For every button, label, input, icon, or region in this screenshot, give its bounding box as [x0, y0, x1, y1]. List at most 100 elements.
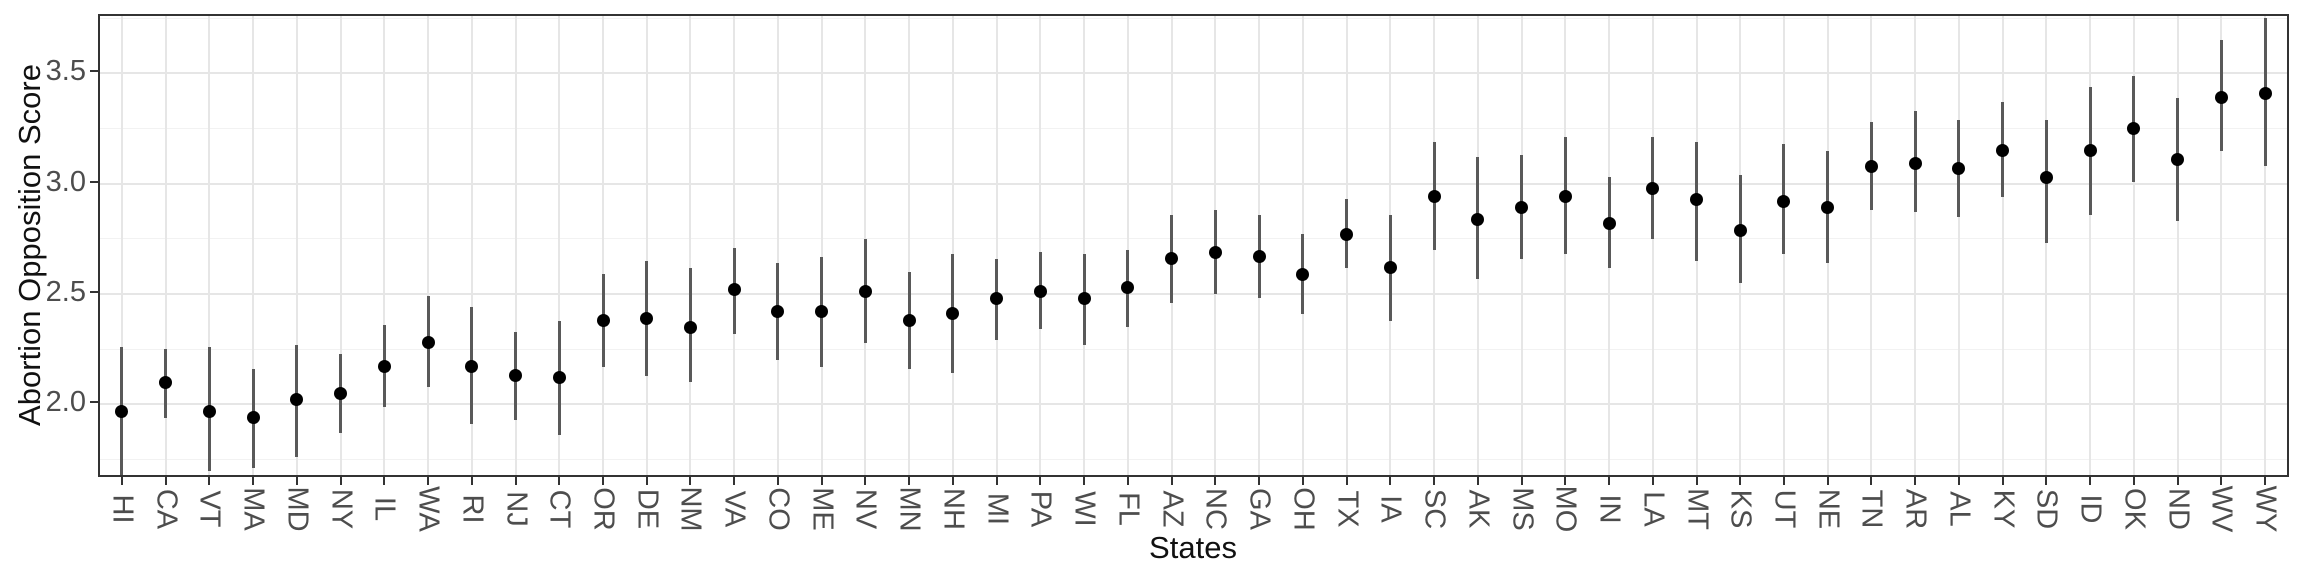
- x-tick-label-tx: TX: [1331, 490, 1364, 528]
- x-tick-mark: [645, 477, 648, 485]
- x-tick-mark: [427, 477, 430, 485]
- x-tick-mark: [1083, 477, 1086, 485]
- x-tick-label-id: ID: [2074, 494, 2107, 524]
- x-tick-mark: [1170, 477, 1173, 485]
- x-tick-label-nd: ND: [2162, 488, 2195, 530]
- x-tick-label-mn: MN: [893, 486, 926, 532]
- x-tick-label-nh: NH: [937, 488, 970, 530]
- x-tick-label-fl: FL: [1112, 492, 1145, 526]
- x-tick-mark: [252, 477, 255, 485]
- vertical-gridline: [2220, 16, 2223, 475]
- y-tick-label: 2.5: [45, 276, 86, 309]
- vertical-gridline: [427, 16, 430, 475]
- minor-gridline: [100, 459, 2287, 461]
- x-tick-mark: [2132, 477, 2135, 485]
- data-point-nv: [858, 285, 872, 299]
- minor-gridline: [100, 17, 2287, 19]
- x-tick-label-in: IN: [1593, 494, 1626, 524]
- data-point-pa: [1033, 285, 1047, 299]
- data-point-mi: [990, 291, 1004, 305]
- vertical-gridline: [1957, 16, 1960, 475]
- data-point-wi: [1077, 291, 1091, 305]
- vertical-gridline: [908, 16, 911, 475]
- data-point-va: [727, 283, 741, 297]
- data-point-ne: [1821, 201, 1835, 215]
- minor-gridline: [100, 128, 2287, 130]
- x-tick-label-wy: WY: [2249, 485, 2282, 533]
- major-gridline: [100, 72, 2287, 75]
- vertical-gridline: [2045, 16, 2048, 475]
- x-tick-mark: [164, 477, 167, 485]
- y-tick-label: 3.5: [45, 55, 86, 88]
- x-tick-mark: [1914, 477, 1917, 485]
- x-tick-mark: [951, 477, 954, 485]
- x-tick-mark: [689, 477, 692, 485]
- vertical-gridline: [120, 16, 123, 475]
- vertical-gridline: [820, 16, 823, 475]
- x-tick-mark: [1345, 477, 1348, 485]
- minor-gridline: [100, 238, 2287, 240]
- x-tick-label-co: CO: [762, 487, 795, 531]
- x-tick-label-ne: NE: [1812, 488, 1845, 530]
- x-tick-label-wi: WI: [1068, 491, 1101, 527]
- x-tick-mark: [295, 477, 298, 485]
- vertical-gridline: [339, 16, 342, 475]
- vertical-gridline: [2089, 16, 2092, 475]
- data-point-fl: [1121, 280, 1135, 294]
- x-tick-mark: [1258, 477, 1261, 485]
- data-point-sc: [1427, 190, 1441, 204]
- x-tick-mark: [2045, 477, 2048, 485]
- data-point-ca: [159, 375, 173, 389]
- x-tick-mark: [514, 477, 517, 485]
- vertical-gridline: [645, 16, 648, 475]
- data-point-mt: [1690, 192, 1703, 206]
- data-point-vt: [202, 404, 216, 418]
- data-point-wa: [421, 336, 435, 350]
- x-tick-mark: [1520, 477, 1523, 485]
- x-tick-mark: [1782, 477, 1785, 485]
- x-tick-label-hi: HI: [106, 494, 139, 524]
- y-tick-mark: [90, 291, 98, 294]
- x-tick-mark: [1039, 477, 1042, 485]
- x-tick-label-vt: VT: [193, 490, 226, 528]
- x-tick-label-pa: PA: [1024, 490, 1057, 528]
- x-tick-mark: [995, 477, 998, 485]
- x-tick-mark: [2220, 477, 2223, 485]
- data-point-il: [377, 360, 391, 374]
- vertical-gridline: [383, 16, 386, 475]
- data-point-al: [1952, 161, 1966, 175]
- x-tick-label-nj: NJ: [500, 491, 533, 527]
- x-tick-mark: [1476, 477, 1479, 485]
- y-tick-mark: [90, 180, 98, 183]
- x-tick-mark: [1739, 477, 1742, 485]
- y-tick-label: 3.0: [45, 165, 86, 198]
- vertical-gridline: [2176, 16, 2179, 475]
- x-tick-mark: [2176, 477, 2179, 485]
- x-tick-mark: [1301, 477, 1304, 485]
- x-tick-mark: [1126, 477, 1129, 485]
- x-tick-label-nm: NM: [674, 486, 707, 532]
- x-tick-mark: [602, 477, 604, 485]
- x-tick-label-ar: AR: [1899, 488, 1932, 530]
- x-tick-label-nc: NC: [1199, 488, 1232, 530]
- x-tick-mark: [208, 477, 211, 485]
- data-point-nj: [509, 369, 523, 383]
- data-point-nc: [1208, 245, 1222, 259]
- vertical-gridline: [208, 16, 211, 475]
- data-point-ct: [552, 371, 566, 385]
- x-tick-mark: [1651, 477, 1654, 485]
- x-tick-label-ak: AK: [1462, 489, 1495, 529]
- vertical-gridline: [295, 16, 298, 475]
- vertical-gridline: [1039, 16, 1042, 475]
- vertical-gridline: [2264, 16, 2267, 475]
- data-point-ar: [1908, 157, 1922, 171]
- vertical-gridline: [602, 16, 604, 475]
- x-tick-label-ga: GA: [1243, 488, 1276, 530]
- vertical-gridline: [1870, 16, 1873, 475]
- x-tick-label-oh: OH: [1287, 487, 1320, 531]
- x-tick-label-mo: MO: [1549, 485, 1582, 533]
- x-tick-label-ok: OK: [2118, 488, 2151, 530]
- data-point-me: [815, 305, 829, 319]
- vertical-gridline: [164, 16, 167, 475]
- data-point-sd: [2039, 170, 2053, 184]
